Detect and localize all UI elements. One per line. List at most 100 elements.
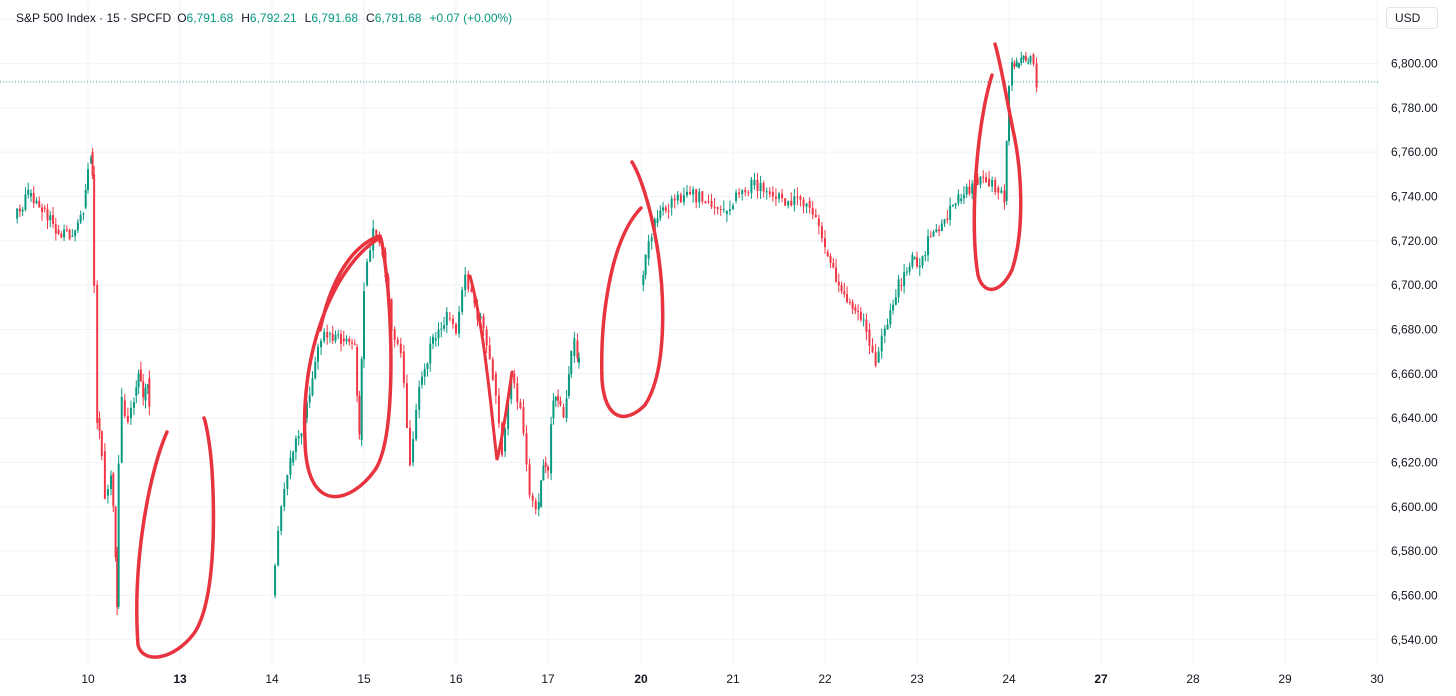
candle-body (353, 343, 356, 345)
candle-body (274, 565, 277, 596)
candle-body (765, 191, 768, 193)
candle-body (294, 438, 297, 452)
candle-body (326, 332, 329, 338)
candle-body (918, 265, 921, 268)
candle-body (868, 329, 871, 346)
candle-body (528, 464, 531, 496)
open-value: 6,791.68 (186, 11, 234, 25)
candle-body (550, 424, 553, 474)
candle-body (557, 395, 560, 401)
candle-body (988, 178, 991, 187)
y-tick-label: 6,800.00 (1391, 56, 1438, 70)
candle-body (695, 189, 698, 203)
candle-body (1035, 63, 1038, 88)
candle-body (929, 236, 932, 238)
price-axis[interactable]: 6,540.00 6,560.00 6,580.00 6,600.00 6,620.00… (1391, 12, 1438, 647)
candle-body (1015, 61, 1018, 67)
candle-body (497, 395, 500, 424)
candle-body (331, 333, 334, 341)
candle-body (342, 338, 345, 342)
candle-body (889, 310, 892, 325)
candle-body (455, 324, 457, 334)
x-tick-label: 10 (81, 672, 95, 686)
high-label: H (241, 11, 250, 25)
candle-body (682, 195, 685, 203)
candle-body (133, 402, 135, 408)
chart-grid (0, 0, 1380, 665)
y-tick-label: 6,780.00 (1391, 101, 1438, 115)
candle-body (848, 302, 851, 304)
candle-body (402, 351, 405, 384)
candle-body (323, 332, 326, 341)
candle-body (768, 191, 771, 195)
y-tick-label: 6,740.00 (1391, 189, 1438, 203)
candle-body (713, 206, 716, 208)
candle-body (443, 325, 446, 329)
candle-body (434, 338, 437, 341)
candle-body (534, 500, 537, 510)
candle-body (488, 345, 491, 360)
candle-body (84, 189, 87, 208)
candle-body (771, 191, 774, 197)
candle-body (519, 402, 522, 408)
candle-body (824, 238, 826, 247)
currency-button[interactable]: USD (1386, 7, 1438, 29)
candle-body (513, 373, 516, 384)
candle-body (356, 347, 359, 396)
candle-body (21, 209, 24, 212)
candle-body (1003, 190, 1006, 203)
candle-body (320, 340, 323, 348)
candle-body (363, 291, 365, 360)
candle-body (458, 311, 461, 334)
candle-body (935, 229, 938, 232)
candle-body (659, 210, 662, 219)
candle-body (938, 229, 941, 232)
candle-body (781, 193, 784, 199)
candle-body (63, 229, 66, 238)
candle-body (744, 190, 747, 193)
candle-body (547, 466, 549, 471)
candle-body (537, 502, 540, 510)
candle-body (540, 480, 543, 507)
candle-body (753, 179, 756, 186)
candle-body (725, 211, 728, 215)
candle-body (71, 236, 74, 238)
candle-body (482, 316, 485, 328)
candle-body (704, 201, 707, 204)
candle-body (851, 302, 854, 310)
candle-body (962, 194, 965, 199)
candle-body (900, 285, 903, 287)
candle-body (562, 407, 565, 418)
candle-body (946, 218, 949, 220)
candle-body (747, 192, 750, 194)
candle-body (96, 285, 99, 423)
candle-body (369, 250, 372, 262)
candle-body (670, 198, 673, 208)
candle-body (957, 194, 960, 204)
y-tick-label: 6,680.00 (1391, 322, 1438, 336)
candle-body (142, 381, 145, 398)
candle-body (664, 207, 667, 211)
candle-body (874, 352, 877, 366)
candle-body (676, 194, 679, 201)
candle-body (375, 229, 378, 238)
time-axis[interactable]: 10 13 14 15 16 17 20 21 22 23 24 27 28 29 30 (81, 672, 1384, 686)
candle-body (716, 206, 719, 210)
candle-body (74, 230, 77, 237)
candle-body (16, 208, 19, 219)
y-tick-label: 6,660.00 (1391, 367, 1438, 381)
candle-body (880, 335, 883, 352)
candle-body (52, 215, 55, 224)
candle-body (750, 179, 753, 193)
candle-body (126, 415, 129, 422)
candle-body (491, 359, 494, 380)
candle-body (49, 215, 52, 221)
change-value: +0.07 (+0.00%) (429, 11, 513, 25)
candle-body (949, 205, 952, 220)
candle-body (110, 475, 112, 490)
annotation-loop-2 (302, 234, 393, 499)
candle-body (112, 473, 115, 507)
y-tick-label: 6,760.00 (1391, 145, 1438, 159)
candle-body (507, 399, 510, 429)
